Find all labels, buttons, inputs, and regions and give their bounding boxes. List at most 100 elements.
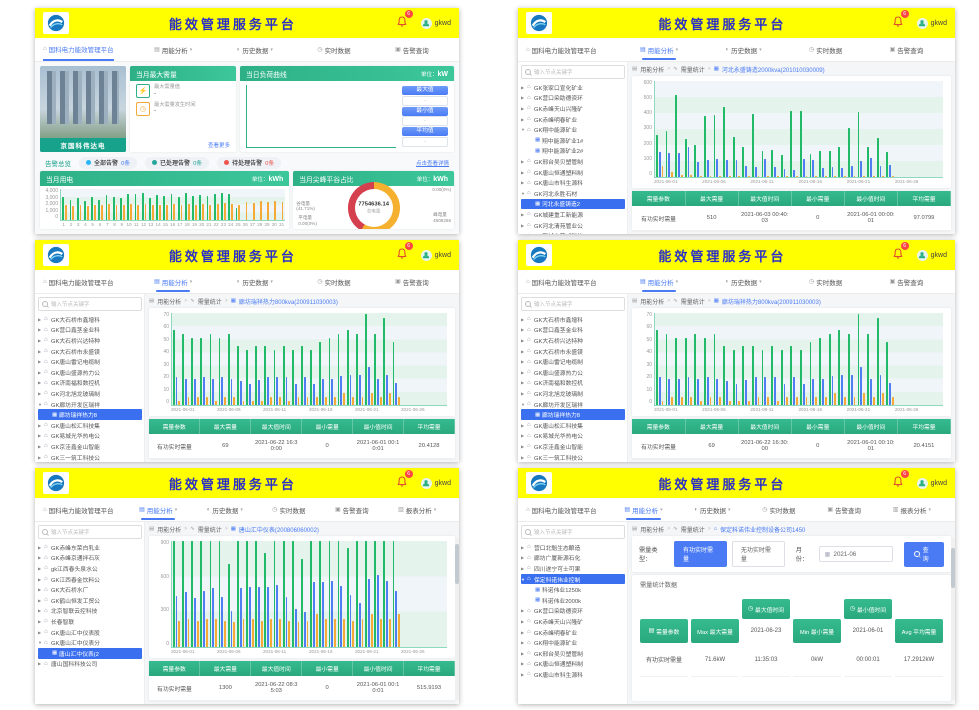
chevron-right-icon[interactable]: ▶: [521, 608, 525, 614]
tree-node[interactable]: ▶ ⌂ GK三一筑工科技公: [38, 452, 142, 462]
tree-node[interactable]: ▶ ⌂ GK邢台吴贝塑管制: [521, 156, 625, 167]
user-menu[interactable]: gkwd: [916, 249, 947, 261]
chevron-right-icon[interactable]: ▶: [521, 380, 525, 386]
nav-item-realtime-data[interactable]: ◷ 实时数据: [313, 38, 354, 61]
tree-node[interactable]: ▶ ⌂ GK济南福和数控机: [38, 378, 142, 389]
chevron-right-icon[interactable]: ▶: [521, 565, 525, 571]
tree-node[interactable]: ▶ ⌂ GK江西春金饮料公: [38, 574, 142, 585]
chevron-right-icon[interactable]: ▶: [521, 555, 525, 561]
month-picker-input[interactable]: ▦ 2021-06: [818, 546, 893, 562]
tree-node[interactable]: ▶⌂GK聚城市荣威科技: [521, 230, 625, 234]
user-menu[interactable]: gkwd: [916, 17, 947, 29]
chevron-right-icon[interactable]: ▶: [521, 422, 525, 428]
view-more-link[interactable]: 查看更多: [207, 143, 230, 149]
nav-item-energy-analysis[interactable]: ▤ 用能分析 ▾: [636, 38, 682, 61]
chevron-right-icon[interactable]: ▶: [38, 587, 42, 593]
tree-node[interactable]: ▶ ⌂ GK河北旭龙玻璃制: [521, 388, 625, 399]
tree-node[interactable]: ▶ ⌂ GK河北旭龙玻璃制: [38, 388, 142, 399]
tree-node[interactable]: ▶ ⌂ GK唐山市科生源科: [521, 669, 625, 680]
tree-node[interactable]: ▶ ⌂ GK邢台吴贝塑管制: [521, 648, 625, 659]
nav-item-report-analysis[interactable]: ▥ 报表分析 ▾: [889, 498, 935, 521]
chevron-right-icon[interactable]: ▶: [38, 316, 42, 322]
nav-home[interactable]: ⌂ 国科电力能效管理平台: [43, 38, 114, 61]
tree-node[interactable]: ▶ ⌂ GK唐山恒通塑料制: [521, 167, 625, 178]
chevron-right-icon[interactable]: ▶: [521, 95, 525, 101]
tree-node[interactable]: ▶ ⌂ GK唐山雷记电缆制: [38, 356, 142, 367]
chevron-right-icon[interactable]: ▶: [521, 661, 525, 667]
chevron-right-icon[interactable]: ▶: [521, 369, 525, 375]
nav-item-realtime-data[interactable]: ◷ 实时数据: [758, 498, 799, 521]
chevron-right-icon[interactable]: ▶: [38, 555, 42, 561]
chevron-right-icon[interactable]: ▶: [38, 380, 42, 386]
query-button[interactable]: 查询: [903, 541, 944, 567]
tree-node[interactable]: ▶ ⌂ GK唐山市科生源科: [521, 177, 625, 188]
tree-node[interactable]: ▶ ⌂ GK营口染助德资环: [521, 93, 625, 104]
chevron-down-icon[interactable]: ▼: [38, 640, 42, 646]
chevron-right-icon[interactable]: ▶: [38, 422, 42, 428]
chevron-down-icon[interactable]: ▼: [521, 576, 525, 582]
avg-value-button[interactable]: 平均值: [402, 127, 448, 137]
tree-node[interactable]: ▶ ⌂ GK大石桥兴达特种: [521, 335, 625, 346]
tree-node[interactable]: ▶ ⌂ GK营口染助德资环: [521, 606, 625, 617]
tree-node[interactable]: ▶ ⌂ GK唐山松汇科技集: [38, 420, 142, 431]
chevron-right-icon[interactable]: ▶: [38, 390, 42, 396]
tree-node[interactable]: ▼ ⌂ GK唐山汇中仪表分: [38, 637, 142, 648]
active-demand-button[interactable]: 有功实时需量: [673, 541, 727, 567]
tree-node[interactable]: ▶ ⌂ GK营口鑫茎金业科: [521, 325, 625, 336]
nav-item-alarm-query[interactable]: ▣ 告警查询: [823, 498, 865, 521]
tree-node[interactable]: ▶ ⌂ GK翔中能源矿业: [521, 637, 625, 648]
chevron-right-icon[interactable]: ▶: [38, 597, 42, 603]
nav-item-energy-analysis[interactable]: ▤ 用能分析 ▾: [620, 498, 666, 521]
nav-item-alarm-query[interactable]: ▣ 告警查询: [886, 38, 928, 61]
chevron-right-icon[interactable]: ▶: [521, 233, 527, 234]
chevron-right-icon[interactable]: ▶: [521, 116, 525, 122]
notifications-bell-icon[interactable]: 6: [397, 470, 413, 492]
tree-node[interactable]: ▶ ⌂ GK济南福和数控机: [521, 378, 625, 389]
nav-item-energy-analysis[interactable]: ▤ 用能分析 ▾: [636, 270, 682, 293]
tree-node[interactable]: ▦ 河北永盛铸造2: [521, 198, 625, 210]
chevron-right-icon[interactable]: ▶: [521, 671, 525, 677]
max-value-button[interactable]: 最大值: [402, 86, 448, 95]
scrollbar[interactable]: [951, 538, 955, 700]
handled-alerts-chip[interactable]: 已处理告警 0条: [145, 156, 210, 169]
chevron-right-icon[interactable]: ▶: [38, 544, 42, 550]
chevron-right-icon[interactable]: ▶: [521, 443, 525, 449]
tree-node[interactable]: ▶ ⌂ 唐山国科科技公司: [38, 659, 142, 670]
tree-node[interactable]: ▶ ⌂ 四川遂宁可士可果: [521, 563, 625, 574]
chevron-right-icon[interactable]: ▶: [38, 359, 42, 365]
alert-detail-link[interactable]: 点击查看详情: [415, 160, 449, 167]
chevron-right-icon[interactable]: ▶: [521, 222, 525, 228]
chevron-right-icon[interactable]: ▶: [521, 337, 525, 343]
tree-search-input[interactable]: 输入节点关键字: [38, 297, 142, 311]
tree-node[interactable]: ▦ 廊坊瑞祥热力8: [521, 409, 625, 420]
tree-node[interactable]: ▶ ⌂ GK京洼鑫金山智能: [38, 441, 142, 452]
chevron-right-icon[interactable]: ▶: [38, 443, 42, 449]
tree-node[interactable]: ▦ 科诺伟业2000k: [521, 595, 625, 606]
chevron-right-icon[interactable]: ▶: [38, 565, 42, 571]
nav-item-realtime-data[interactable]: ◷ 实时数据: [268, 498, 309, 521]
tree-node[interactable]: ▶ ⌂ GK唐山盛源热力公: [521, 367, 625, 378]
tree-search-input[interactable]: 输入节点关键字: [38, 525, 142, 539]
nav-item-realtime-data[interactable]: ◷ 实时数据: [313, 270, 354, 293]
min-value-button[interactable]: 最小值: [402, 106, 448, 116]
chevron-right-icon[interactable]: ▶: [521, 629, 525, 635]
user-menu[interactable]: gkwd: [916, 477, 947, 489]
scrollbar-thumb[interactable]: [951, 548, 955, 588]
tree-node[interactable]: ▶ ⌂ GK大石桥水厂: [38, 584, 142, 595]
chevron-right-icon[interactable]: ▶: [521, 327, 525, 333]
chevron-right-icon[interactable]: ▶: [38, 576, 42, 582]
nav-item-energy-analysis[interactable]: ▤ 用能分析 ▾: [150, 270, 196, 293]
tree-node[interactable]: ▶ ⌂ GK赤峰明春矿业: [521, 627, 625, 638]
tree-node[interactable]: ▶ ⌂ GK易城光华热电公: [38, 431, 142, 442]
user-menu[interactable]: gkwd: [420, 17, 451, 29]
chevron-right-icon[interactable]: ▶: [38, 348, 42, 354]
nav-home[interactable]: ⌂ 国科电力能效管理平台: [43, 505, 114, 515]
tree-node[interactable]: ▼ ⌂ 保定科诺伟业控制: [521, 573, 625, 585]
tree-node[interactable]: ▶ ⌂ GK赤峰天山兴隆矿: [521, 616, 625, 627]
tree-node[interactable]: ▦ 唐山汇中仪表(2: [38, 647, 142, 659]
nav-item-energy-analysis[interactable]: ▤ 用能分析 ▾: [135, 498, 181, 521]
tree-node[interactable]: ▶ ⌂ GK三一筑工科技公: [521, 452, 625, 462]
nav-item-alarm-query[interactable]: ▣ 告警查询: [331, 498, 373, 521]
nav-home[interactable]: ⌂ 国科电力能效管理平台: [526, 277, 597, 287]
user-menu[interactable]: gkwd: [420, 249, 451, 261]
